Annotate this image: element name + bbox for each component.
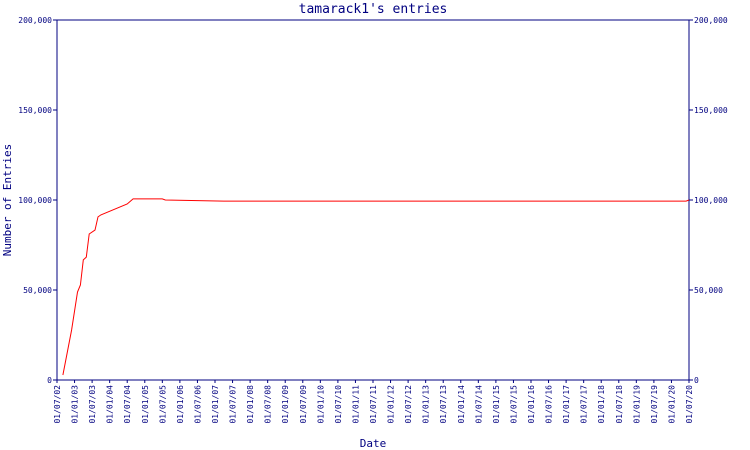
x-tick-label: 01/01/17: [562, 385, 571, 424]
chart-title: tamarack1's entries: [299, 2, 448, 17]
x-tick-label: 01/07/15: [509, 385, 518, 424]
y2-tick-label: 100,000: [694, 196, 728, 205]
x-tick-label: 01/07/12: [404, 385, 413, 424]
x-tick-label: 01/01/12: [387, 385, 396, 424]
x-tick-label: 01/07/06: [193, 385, 202, 424]
x-tick-label: 01/01/07: [211, 385, 220, 424]
x-tick-label: 01/01/08: [246, 385, 255, 424]
x-tick-label: 01/07/19: [650, 385, 659, 424]
x-tick-label: 01/07/09: [299, 385, 308, 424]
x-tick-label: 01/07/17: [580, 385, 589, 424]
x-tick-label: 01/07/18: [615, 385, 624, 424]
x-axis-label: Date: [360, 437, 387, 450]
data-line: [62, 198, 690, 376]
x-tick-label: 01/07/07: [229, 385, 238, 424]
x-tick-label: 01/01/06: [176, 385, 185, 424]
x-tick-label: 01/01/19: [632, 385, 641, 424]
y-tick-label: 100,000: [18, 196, 52, 205]
x-tick-label: 01/07/08: [264, 385, 273, 424]
x-tick-label: 01/01/18: [597, 385, 606, 424]
x-tick-label: 01/01/10: [316, 385, 325, 424]
x-tick-label: 01/07/05: [158, 385, 167, 424]
x-tick-label: 01/07/13: [439, 385, 448, 424]
y-tick-label: 150,000: [18, 106, 52, 115]
y2-tick-label: 150,000: [694, 106, 728, 115]
x-tick-label: 01/01/05: [141, 385, 150, 424]
x-tick-label: 01/01/15: [492, 385, 501, 424]
x-tick-label: 01/01/11: [351, 385, 360, 424]
y-axis-label: Number of Entries: [1, 144, 14, 257]
y-tick-label: 0: [47, 376, 52, 385]
plot-frame: [56, 19, 690, 381]
x-tick-label: 01/01/16: [527, 385, 536, 424]
x-tick-label: 01/07/20: [685, 385, 694, 424]
x-tick-label: 01/01/20: [667, 385, 676, 424]
x-tick-label: 01/01/13: [422, 385, 431, 424]
x-tick-label: 01/07/10: [334, 385, 343, 424]
y2-tick-label: 200,000: [694, 16, 728, 25]
x-tick-label: 01/07/04: [123, 385, 132, 424]
x-tick-label: 01/07/11: [369, 385, 378, 424]
y2-tick-label: 0: [694, 376, 699, 385]
y-tick-label: 200,000: [18, 16, 52, 25]
x-tick-label: 01/07/03: [88, 385, 97, 424]
y-tick-label: 50,000: [23, 286, 52, 295]
y2-tick-label: 50,000: [694, 286, 723, 295]
x-tick-label: 01/01/04: [106, 385, 115, 424]
x-tick-label: 01/07/14: [474, 385, 483, 424]
x-tick-label: 01/07/16: [545, 385, 554, 424]
x-tick-label: 01/07/02: [53, 385, 62, 424]
x-tick-label: 01/01/09: [281, 385, 290, 424]
x-tick-label: 01/01/14: [457, 385, 466, 424]
x-tick-label: 01/01/03: [71, 385, 80, 424]
